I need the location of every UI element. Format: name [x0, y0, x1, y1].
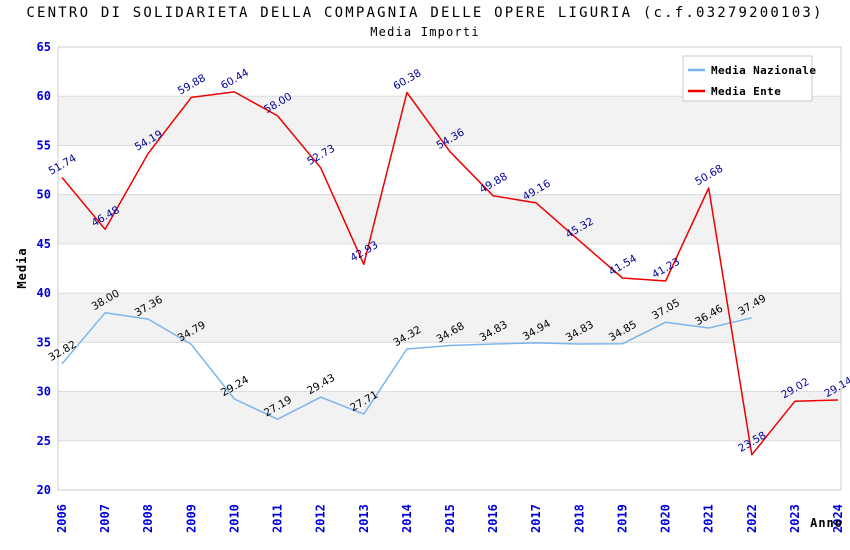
x-tick-label: 2010 [227, 504, 241, 533]
y-tick-label: 35 [37, 335, 51, 349]
y-axis-title: Media [15, 247, 29, 288]
series-line-media-nazionale [61, 312, 752, 420]
point-label: 51.74 [46, 152, 78, 178]
x-tick-label: 2013 [357, 504, 371, 533]
legend: Media Nazionale Media Ente [682, 55, 816, 102]
point-label: 50.68 [693, 163, 725, 188]
series-lines [61, 91, 839, 456]
x-tick-label: 2021 [702, 504, 716, 533]
x-tick-label: 2015 [443, 504, 457, 533]
axis-tick-labels: 20 25 30 35 40 45 50 55 60 65 2006 2007 2008 2009 2010… [37, 40, 845, 533]
chart-title: CENTRO DI SOLIDARIETA DELLA COMPAGNIA DE… [26, 5, 823, 21]
y-tick-label: 30 [37, 385, 51, 399]
y-tick-label: 40 [37, 286, 51, 300]
x-tick-label: 2024 [831, 504, 845, 533]
legend-label: Media Ente [711, 85, 781, 98]
shaded-band [58, 293, 841, 343]
chart-subtitle: Media Importi [370, 25, 480, 39]
shaded-band [58, 96, 841, 146]
point-label: 52.73 [305, 142, 337, 167]
x-tick-label: 2009 [184, 504, 198, 533]
x-tick-label: 2018 [572, 504, 586, 533]
x-tick-label: 2017 [529, 504, 543, 533]
point-label: 41.23 [650, 256, 682, 281]
point-label: 60.38 [391, 67, 423, 92]
x-axis-title: Anno [810, 516, 843, 530]
y-tick-label: 65 [37, 40, 51, 54]
series-line-media-ente [61, 91, 839, 456]
plot-area-background [58, 96, 841, 441]
y-tick-label: 25 [37, 434, 51, 448]
x-tick-label: 2011 [271, 504, 285, 533]
shaded-band [58, 391, 841, 441]
y-tick-label: 20 [37, 483, 51, 497]
x-tick-label: 2007 [98, 504, 112, 533]
y-tick-label: 45 [37, 237, 51, 251]
y-tick-label: 50 [37, 188, 51, 202]
x-tick-label: 2014 [400, 504, 414, 533]
point-label: 60.44 [219, 66, 251, 92]
x-tick-label: 2016 [486, 504, 500, 533]
x-tick-label: 2022 [745, 504, 759, 533]
point-label: 59.88 [176, 72, 208, 97]
legend-label: Media Nazionale [711, 64, 816, 77]
y-tick-label: 55 [37, 138, 51, 152]
x-tick-label: 2020 [659, 504, 673, 533]
legend-box [682, 55, 813, 102]
x-tick-label: 2023 [788, 504, 802, 533]
point-label: 41.54 [607, 252, 639, 278]
x-tick-label: 2008 [141, 504, 155, 533]
x-tick-label: 2006 [55, 504, 69, 533]
x-tick-label: 2019 [615, 504, 629, 533]
shaded-band [58, 194, 841, 244]
plot-border [57, 46, 842, 491]
point-label: 49.88 [478, 171, 510, 196]
x-tick-label: 2012 [314, 504, 328, 533]
y-tick-label: 60 [37, 89, 51, 103]
